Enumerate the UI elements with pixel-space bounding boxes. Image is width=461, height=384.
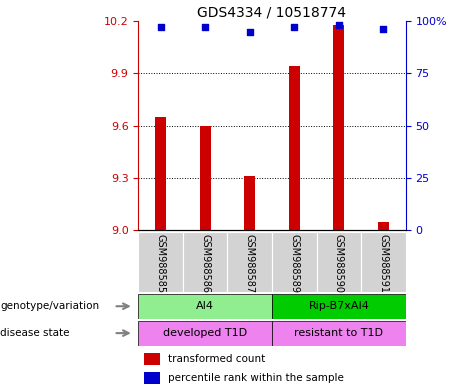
Bar — [333, 25, 344, 230]
Bar — [155, 117, 166, 230]
Text: genotype/variation: genotype/variation — [0, 301, 99, 311]
FancyBboxPatch shape — [183, 232, 227, 292]
Text: percentile rank within the sample: percentile rank within the sample — [168, 373, 343, 383]
FancyBboxPatch shape — [272, 232, 317, 292]
Text: GSM988586: GSM988586 — [200, 233, 210, 293]
FancyBboxPatch shape — [138, 321, 272, 346]
FancyBboxPatch shape — [138, 294, 272, 319]
FancyBboxPatch shape — [227, 232, 272, 292]
Point — [201, 24, 209, 30]
Text: GSM988591: GSM988591 — [378, 233, 389, 293]
Text: GSM988585: GSM988585 — [155, 233, 165, 293]
FancyBboxPatch shape — [138, 232, 183, 292]
Text: disease state: disease state — [0, 328, 70, 338]
Text: resistant to T1D: resistant to T1D — [294, 328, 384, 338]
FancyBboxPatch shape — [272, 321, 406, 346]
Text: GSM988589: GSM988589 — [289, 233, 299, 293]
Point — [157, 24, 164, 30]
Text: transformed count: transformed count — [168, 354, 265, 364]
Bar — [289, 66, 300, 230]
Text: Rip-B7xAI4: Rip-B7xAI4 — [308, 301, 369, 311]
Bar — [244, 176, 255, 230]
Text: AI4: AI4 — [196, 301, 214, 311]
Bar — [378, 222, 389, 230]
Bar — [144, 372, 160, 384]
Text: GSM988590: GSM988590 — [334, 233, 344, 293]
Text: developed T1D: developed T1D — [163, 328, 247, 338]
FancyBboxPatch shape — [361, 232, 406, 292]
Bar — [200, 126, 211, 230]
Point — [335, 22, 343, 28]
Title: GDS4334 / 10518774: GDS4334 / 10518774 — [197, 6, 347, 20]
Point — [290, 24, 298, 30]
FancyBboxPatch shape — [272, 294, 406, 319]
Point — [246, 28, 254, 35]
FancyBboxPatch shape — [317, 232, 361, 292]
Bar — [144, 353, 160, 365]
Point — [380, 26, 387, 33]
Text: GSM988587: GSM988587 — [245, 233, 255, 293]
